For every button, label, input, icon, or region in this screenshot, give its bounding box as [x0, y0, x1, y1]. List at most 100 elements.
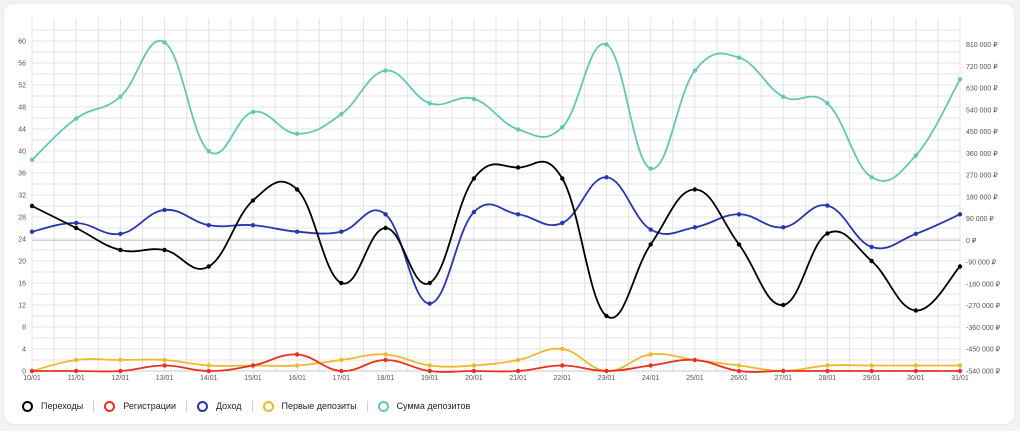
x-tick-label: 26/01 — [730, 375, 748, 382]
series-4-point — [515, 127, 521, 132]
legend-item[interactable]: Доход — [196, 400, 242, 412]
series-3-point — [383, 352, 388, 357]
legend-separator — [185, 400, 187, 412]
series-3-point — [471, 363, 477, 368]
series-1-point — [692, 357, 698, 363]
y-right-tick-label: -90 000 ₽ — [966, 259, 997, 267]
series-0-point — [383, 225, 388, 231]
series-4-point — [383, 68, 388, 73]
series-4-point — [913, 153, 919, 158]
y-left-tick-label: 0 — [22, 369, 26, 376]
series-2-point — [383, 212, 388, 217]
series-4-point — [736, 55, 742, 60]
legend-marker-icon — [22, 400, 33, 412]
y-left-tick-label: 20 — [18, 259, 26, 266]
x-tick-label: 22/01 — [554, 375, 572, 382]
series-4-point — [825, 101, 830, 106]
series-1-point — [825, 368, 830, 374]
series-4-point — [869, 175, 874, 180]
series-1-point — [162, 363, 167, 368]
y-right-tick-label: 450 000 ₽ — [966, 128, 998, 136]
series-2-point — [118, 231, 123, 237]
y-left-tick-label: 48 — [18, 105, 26, 112]
x-tick-label: 13/01 — [156, 375, 174, 382]
y-right-tick-label: -360 000 ₽ — [966, 324, 1001, 332]
y-right-tick-label: 270 000 ₽ — [966, 172, 998, 180]
series-4-point — [294, 131, 300, 136]
y-left-tick-label: 24 — [18, 237, 26, 244]
x-tick-label: 19/01 — [421, 375, 439, 382]
x-tick-label: 29/01 — [863, 375, 881, 382]
series-0-point — [471, 176, 477, 181]
y-right-tick-label: -540 000 ₽ — [966, 368, 1001, 376]
series-3-point — [869, 363, 874, 368]
series-3-point — [73, 357, 79, 363]
series-3-point — [206, 363, 211, 368]
series-2-point — [339, 229, 344, 234]
series-0-point — [825, 231, 830, 236]
series-1-point — [339, 368, 344, 374]
legend-item[interactable]: Переходы — [22, 400, 83, 412]
y-right-tick-label: 720 000 ₽ — [966, 63, 998, 71]
series-2-point — [515, 212, 521, 217]
series-1-point — [118, 368, 123, 374]
series-1-point — [648, 363, 653, 368]
series-4-point — [648, 166, 653, 171]
series-1-point — [206, 368, 211, 374]
series-0-point — [648, 242, 653, 247]
x-tick-label: 24/01 — [642, 375, 660, 382]
x-tick-label: 20/01 — [465, 375, 483, 382]
series-3-point — [560, 346, 565, 352]
series-0-point — [869, 258, 874, 264]
series-4-point — [604, 42, 609, 47]
series-2-point — [162, 207, 167, 213]
series-2-point — [913, 231, 919, 237]
series-4-point — [206, 148, 211, 154]
y-left-tick-label: 56 — [18, 61, 26, 68]
y-left-tick-label: 28 — [18, 215, 26, 222]
y-right-tick-label: 360 000 ₽ — [966, 150, 998, 158]
series-2-point — [604, 175, 609, 180]
series-1-point — [250, 363, 256, 368]
series-4-point — [560, 125, 565, 130]
series-0-point — [294, 187, 300, 192]
series-1-point — [471, 368, 477, 374]
series-0-point — [162, 247, 167, 253]
series-1-point — [29, 368, 35, 374]
legend-item[interactable]: Первые депозиты — [262, 400, 357, 412]
x-tick-label: 11/01 — [68, 375, 85, 382]
series-2-point — [869, 244, 874, 250]
series-1-point — [427, 368, 432, 374]
y-right-tick-label: 630 000 ₽ — [966, 85, 998, 93]
series-4-point — [29, 157, 35, 163]
legend-marker-icon — [196, 400, 208, 412]
series-0-point — [339, 280, 344, 286]
series-0-point — [73, 225, 79, 231]
series-4-point — [118, 94, 123, 99]
y-right-tick-label: 540 000 ₽ — [966, 106, 998, 114]
x-tick-label: 27/01 — [774, 375, 792, 382]
legend-item[interactable]: Регистрации — [104, 400, 176, 412]
series-3-point — [957, 363, 963, 368]
x-tick-label: 30/01 — [907, 375, 925, 382]
x-tick-label: 31/01 — [951, 375, 969, 382]
series-3-point — [294, 363, 300, 368]
legend-marker-icon — [262, 400, 274, 412]
series-3-point — [339, 357, 344, 363]
series-1-point — [869, 368, 874, 374]
series-0-point — [118, 247, 123, 253]
legend-label: Сумма депозитов — [396, 401, 471, 411]
series-1-line — [31, 353, 960, 373]
series-2-point — [427, 301, 432, 306]
series-0-point — [560, 176, 565, 181]
y-right-tick-label: 0 ₽ — [966, 237, 977, 245]
series-1-point — [383, 357, 388, 363]
series-1-point — [913, 368, 919, 374]
legend-item[interactable]: Сумма депозитов — [377, 400, 471, 412]
x-tick-label: 18/01 — [377, 375, 395, 382]
x-tick-label: 28/01 — [819, 375, 837, 382]
series-4-point — [781, 94, 786, 99]
series-0-point — [427, 280, 432, 286]
